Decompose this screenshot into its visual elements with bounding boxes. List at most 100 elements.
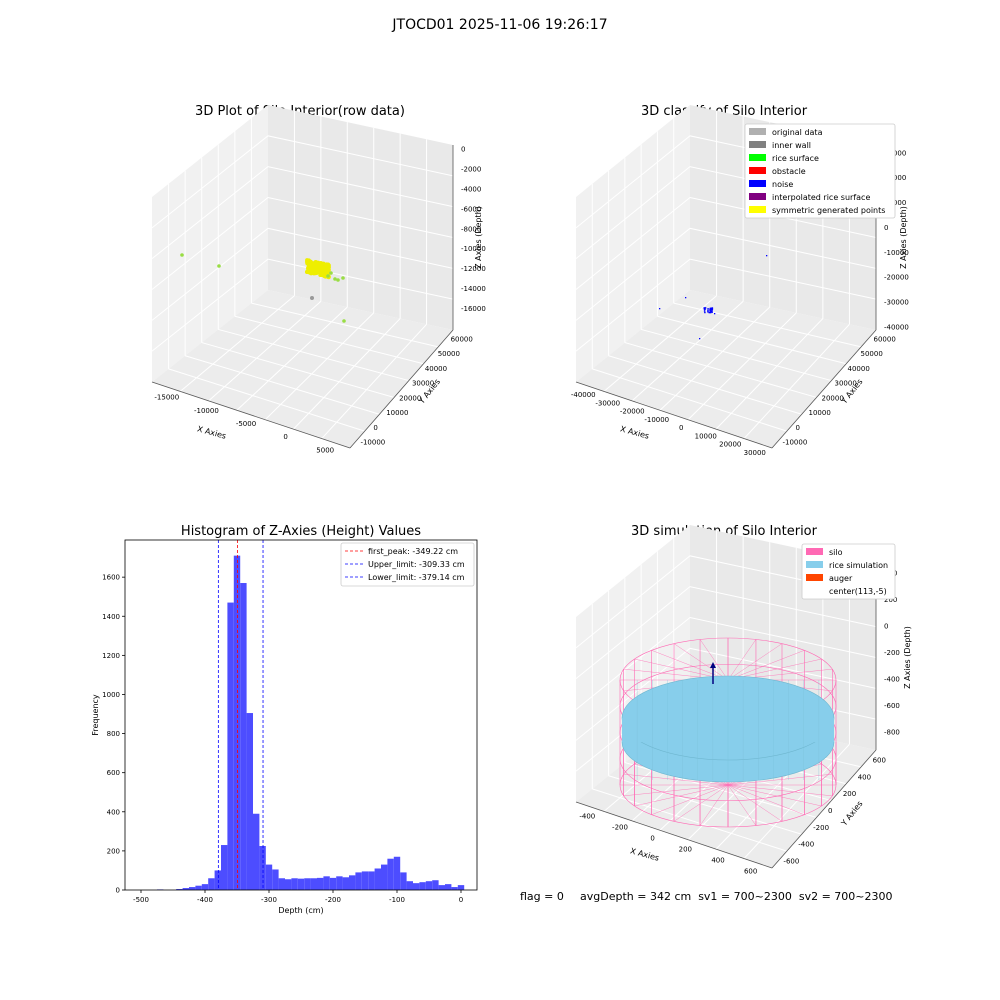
legend-label: rice simulation (829, 561, 888, 570)
gridline (151, 196, 454, 290)
gridline (293, 318, 401, 430)
silo-wire (651, 784, 729, 815)
chart2-classify-scatter: -40000-30000-20000-100000100002000030000… (571, 105, 909, 457)
gridline (151, 166, 454, 260)
histogram-bar (285, 879, 292, 890)
x-axis-line (575, 381, 773, 449)
legend-swatch (806, 561, 823, 568)
data-point (699, 338, 701, 340)
data-point (714, 313, 716, 315)
y-tick-label: 50000 (861, 350, 883, 358)
histogram-bar (291, 878, 298, 890)
histogram-bar (310, 878, 317, 890)
histogram-bar (214, 870, 221, 890)
gridline (321, 323, 427, 439)
legend-swatch (749, 128, 766, 135)
histogram-bar (304, 878, 311, 890)
data-point (341, 276, 345, 280)
gridline (575, 586, 877, 680)
silo-wire (651, 650, 729, 681)
chart1-title: 3D Plot of Silo Interior(row data) (195, 104, 405, 119)
histogram-bar (381, 864, 388, 890)
x-tick-label: 5000 (316, 446, 334, 454)
data-point (309, 266, 314, 271)
x-tick-label: 200 (679, 846, 692, 854)
gridline (208, 301, 322, 402)
legend-swatch (749, 141, 766, 148)
data-point (703, 310, 706, 312)
data-point (324, 262, 329, 267)
y-axis-line (349, 329, 454, 449)
y-tick-label: 200 (843, 790, 856, 798)
histogram-bar (233, 555, 241, 890)
silo-wire (634, 784, 729, 807)
gridline (218, 328, 409, 382)
histogram-bar (438, 885, 445, 890)
histogram-bar (297, 878, 305, 890)
y-tick-label: 800 (107, 730, 120, 738)
histogram-bar (406, 881, 413, 890)
histogram-bar (278, 878, 285, 890)
silo-wire (623, 784, 729, 797)
x-axis-line (151, 381, 351, 449)
z-axis-label: Z Axies (Depth) (903, 626, 912, 689)
legend-label: auger (829, 574, 853, 583)
legend-label: rice surface (772, 154, 819, 163)
histogram-bar (349, 875, 356, 890)
gridline (592, 788, 788, 852)
data-point (711, 308, 714, 310)
data-point (707, 309, 709, 312)
gridline (608, 775, 802, 835)
histogram-bar (323, 876, 330, 890)
histogram-bar (374, 868, 381, 890)
stats-text: avgDepth = 342 cm sv1 = 700~2300 sv2 = 7… (580, 890, 893, 903)
histogram-bar (368, 871, 375, 890)
y-tick-label: 1200 (102, 652, 120, 660)
data-point (322, 270, 327, 275)
z-axis-label: Z Axies (Depth) (899, 206, 908, 269)
z-tick-label: -200 (884, 649, 900, 657)
chart3-histogram: -500 -400 -300 -200 -100 0 0 200 400 600 800 1000 12… (91, 539, 478, 915)
y-tick-label: 1400 (102, 613, 120, 621)
gridline (657, 315, 847, 365)
histogram-bar (227, 602, 234, 890)
legend-label: inner wall (772, 141, 811, 150)
gridline (608, 355, 802, 415)
gridline (236, 306, 348, 411)
gridline (575, 258, 877, 352)
y-tick-label: 20000 (822, 394, 844, 402)
x-tick-label: 600 (744, 868, 757, 876)
gridline (603, 295, 717, 392)
chart3-legend: first_peak: -349.22 cm Upper_limit: -309.… (340, 542, 475, 587)
y-tick-label: 10000 (809, 409, 831, 417)
y-tick-label: 20000 (399, 394, 421, 402)
x-axis-label: X Axies (196, 424, 227, 440)
histogram-bar (445, 884, 452, 890)
y-tick-label: 40000 (425, 365, 447, 373)
silo-wire (727, 639, 757, 681)
auger-marker (710, 662, 716, 668)
chart1-raw-scatter: -15000 -10000 -5000 0 5000 -10000 0 10000 20000 3… (151, 105, 486, 454)
data-point (704, 307, 707, 309)
data-point (320, 266, 325, 271)
legend-label: silo (829, 548, 843, 557)
plot-area (125, 540, 477, 890)
histogram-bar (201, 884, 209, 890)
y-tick-label: 1000 (102, 691, 120, 699)
data-point (310, 262, 315, 267)
x-tick-label: -40000 (571, 391, 596, 399)
y-tick-label: 30000 (835, 380, 857, 388)
y-tick-label: -10000 (360, 439, 385, 447)
z-tick-label: -10000 (884, 249, 909, 257)
legend-label: obstacle (772, 167, 806, 176)
gridline (151, 135, 454, 229)
histogram-bar (246, 713, 253, 890)
histogram-bar (317, 877, 324, 890)
data-point (704, 311, 706, 314)
y-tick-label: 400 (107, 808, 120, 816)
histogram-bar (208, 878, 215, 890)
chart4-legend: silo rice simulation auger center(113,-5) (801, 543, 896, 600)
x-tick-label: -200 (325, 896, 341, 904)
gridline (264, 312, 375, 421)
x-tick-label: 0 (679, 424, 683, 432)
